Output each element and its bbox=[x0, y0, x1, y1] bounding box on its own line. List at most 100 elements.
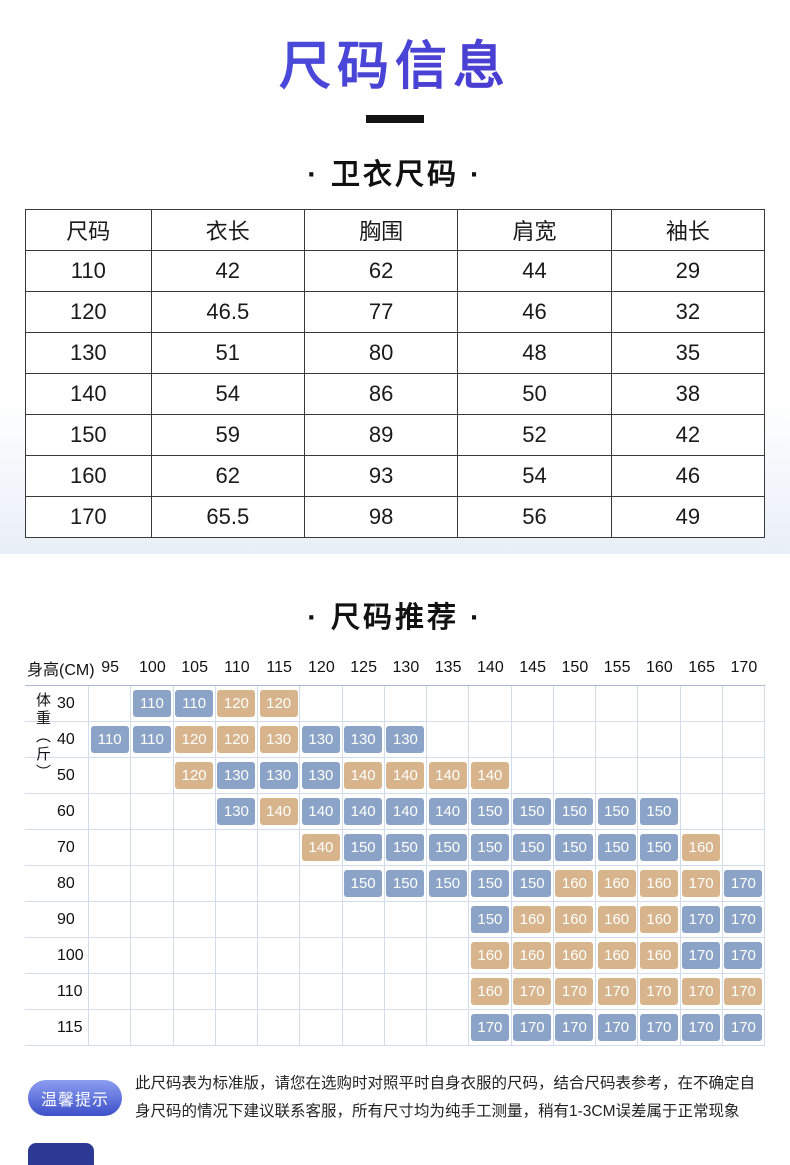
size-table-cell: 120 bbox=[25, 291, 152, 333]
grid-cell bbox=[89, 794, 132, 830]
grid-cell: 170 bbox=[553, 1010, 596, 1046]
size-chip: 160 bbox=[597, 870, 636, 897]
size-chip: 150 bbox=[597, 834, 636, 861]
grid-cell: 150 bbox=[384, 866, 427, 902]
grid-cell bbox=[89, 830, 132, 866]
size-table-cell: 52 bbox=[457, 414, 612, 456]
size-chip: 140 bbox=[386, 762, 425, 789]
height-tick: 105 bbox=[181, 658, 208, 676]
size-table-body: 110 42 62 44 29 120 46.5 77 46 32 130 51 80 48 35 140 54… bbox=[25, 250, 766, 538]
grid-cell bbox=[553, 722, 596, 758]
grid-cell: 130 bbox=[342, 722, 385, 758]
grid-cell bbox=[553, 758, 596, 794]
grid-cell bbox=[511, 722, 554, 758]
grid-cell: 160 bbox=[638, 902, 681, 938]
size-chip: 170 bbox=[555, 978, 594, 1005]
height-tick: 145 bbox=[519, 658, 546, 676]
size-table-cell: 93 bbox=[303, 455, 459, 497]
grid-cell: 160 bbox=[638, 938, 681, 974]
size-table-cell: 42 bbox=[150, 250, 305, 292]
size-chip: 150 bbox=[470, 870, 509, 897]
grid-cell bbox=[89, 866, 132, 902]
grid-cell bbox=[89, 974, 132, 1010]
size-table-header-row: 尺码 衣长 胸围 肩宽 袖长 bbox=[25, 209, 766, 251]
weight-axis-label: 体重（斤） bbox=[34, 692, 51, 782]
grid-cell bbox=[258, 866, 301, 902]
grid-cell: 140 bbox=[427, 758, 470, 794]
grid-cell bbox=[511, 758, 554, 794]
size-chip: 130 bbox=[217, 762, 256, 789]
height-tick: 140 bbox=[477, 658, 504, 676]
grid-cell bbox=[638, 722, 681, 758]
size-chip: 160 bbox=[513, 942, 552, 969]
grid-cell: 170 bbox=[722, 938, 765, 974]
grid-cell bbox=[427, 902, 470, 938]
grid-cell: 170 bbox=[680, 1010, 723, 1046]
size-chip: 150 bbox=[639, 834, 678, 861]
grid-cell bbox=[384, 1010, 427, 1046]
size-table-head: 尺码 衣长 胸围 肩宽 袖长 bbox=[25, 209, 766, 251]
grid-cell bbox=[215, 902, 258, 938]
grid-cell: 130 bbox=[300, 722, 343, 758]
grid-cell: 130 bbox=[215, 794, 258, 830]
grid-cell: 170 bbox=[722, 902, 765, 938]
size-chip: 110 bbox=[132, 690, 171, 717]
grid-cell bbox=[680, 794, 723, 830]
grid-cell: 170 bbox=[680, 938, 723, 974]
grid-cell bbox=[131, 758, 174, 794]
grid-cell bbox=[596, 722, 639, 758]
grid-cell: 120 bbox=[173, 722, 216, 758]
size-table-cell: 51 bbox=[150, 332, 305, 374]
size-chip: 160 bbox=[597, 942, 636, 969]
size-table-cell: 59 bbox=[150, 414, 305, 456]
grid-cell: 170 bbox=[722, 1010, 765, 1046]
size-table-cell: 140 bbox=[25, 373, 152, 415]
height-tick: 135 bbox=[434, 658, 462, 676]
grid-cell bbox=[131, 866, 174, 902]
grid-cell: 170 bbox=[553, 974, 596, 1010]
grid-cell: 160 bbox=[553, 866, 596, 902]
grid-cell bbox=[342, 974, 385, 1010]
size-info-page: 尺码信息 · 卫衣尺码 · 尺码 衣长 胸围 肩宽 袖长 110 42 62 44 29 120 4… bbox=[0, 38, 790, 1165]
size-chip: 170 bbox=[682, 870, 721, 897]
partial-next-section bbox=[28, 1143, 94, 1165]
height-tick: 150 bbox=[561, 658, 589, 676]
grid-cell bbox=[722, 686, 765, 722]
size-table-cell: 98 bbox=[303, 496, 459, 538]
weight-tick: 115 bbox=[25, 1010, 89, 1046]
size-chip: 170 bbox=[724, 906, 763, 933]
size-table-row: 130 51 80 48 35 bbox=[25, 332, 766, 374]
grid-cell: 170 bbox=[511, 974, 554, 1010]
grid-cell: 150 bbox=[427, 830, 470, 866]
size-chip: 160 bbox=[513, 906, 552, 933]
grid-cell: 150 bbox=[384, 830, 427, 866]
grid-cell bbox=[89, 902, 132, 938]
grid-cell bbox=[384, 902, 427, 938]
size-chip: 160 bbox=[470, 978, 509, 1005]
size-chip: 150 bbox=[470, 906, 509, 933]
size-table-header-cell: 衣长 bbox=[150, 209, 305, 251]
grid-cell: 160 bbox=[511, 938, 554, 974]
grid-cell: 110 bbox=[173, 686, 216, 722]
size-table-header-cell: 胸围 bbox=[303, 209, 459, 251]
grid-cell bbox=[384, 686, 427, 722]
grid-cell bbox=[215, 830, 258, 866]
size-chip: 170 bbox=[682, 978, 721, 1005]
grid-cell: 160 bbox=[596, 938, 639, 974]
size-chip: 170 bbox=[555, 1014, 594, 1041]
grid-cell: 140 bbox=[342, 794, 385, 830]
grid-cell: 150 bbox=[342, 830, 385, 866]
grid-cell bbox=[342, 938, 385, 974]
grid-cell bbox=[427, 686, 470, 722]
grid-cell: 170 bbox=[722, 974, 765, 1010]
grid-cell: 170 bbox=[511, 1010, 554, 1046]
size-chip: 130 bbox=[301, 762, 340, 789]
grid-cell: 120 bbox=[173, 758, 216, 794]
grid-cell bbox=[131, 1010, 174, 1046]
notice-section: 温馨提示 此尺码表为标准版，请您在选购时对照平时自身衣服的尺码，结合尺码表参考，… bbox=[28, 1070, 765, 1126]
size-chip: 160 bbox=[597, 906, 636, 933]
size-table-cell: 49 bbox=[610, 496, 766, 538]
size-chip: 130 bbox=[259, 726, 298, 753]
size-table-cell: 50 bbox=[457, 373, 612, 415]
notice-badge: 温馨提示 bbox=[28, 1079, 123, 1116]
